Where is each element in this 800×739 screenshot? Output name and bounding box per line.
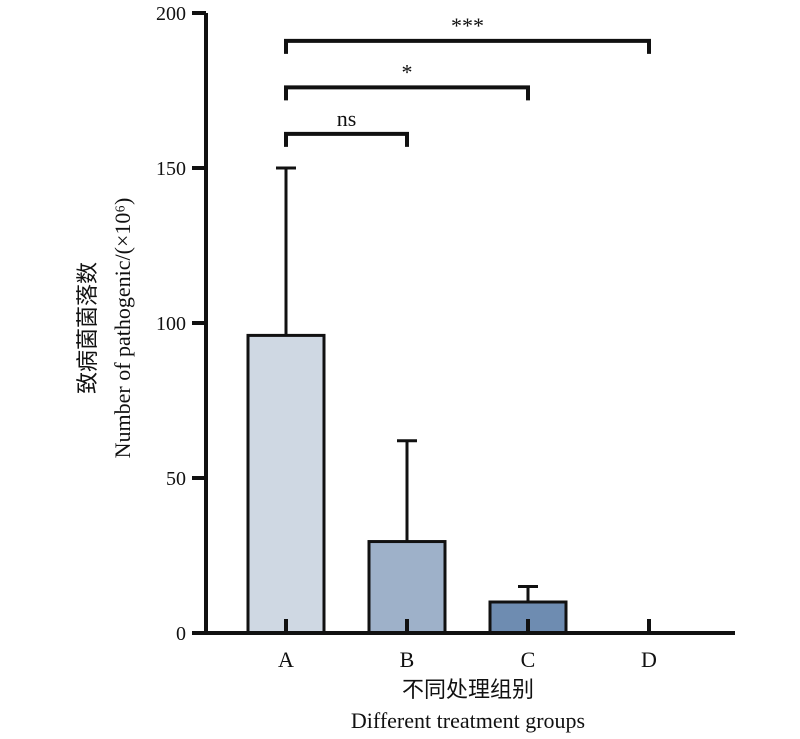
sig-label-A-C: * bbox=[402, 59, 413, 84]
y-tick-label: 0 bbox=[176, 623, 186, 645]
y-tick-label: 100 bbox=[156, 313, 186, 335]
x-tick-label-C: C bbox=[521, 647, 536, 672]
y-axis-title-en: Number of pathogenic/(×10⁶) bbox=[110, 198, 135, 459]
y-tick-label: 200 bbox=[156, 3, 186, 25]
x-tick-label-D: D bbox=[641, 647, 657, 672]
x-ticks: A B C D bbox=[278, 619, 657, 672]
x-tick-label-A: A bbox=[278, 647, 294, 672]
sig-label-A-D: *** bbox=[451, 13, 484, 38]
x-tick-label-B: B bbox=[400, 647, 415, 672]
bar-A bbox=[246, 333, 326, 635]
sig-label-A-B: ns bbox=[337, 106, 357, 131]
y-tick-label: 150 bbox=[156, 158, 186, 180]
bracket-A-D bbox=[284, 38, 651, 54]
bracket-A-B bbox=[284, 131, 409, 147]
significance-brackets: ns**** bbox=[284, 13, 651, 147]
y-ticks: 0 50 100 150 200 bbox=[156, 3, 206, 645]
x-axis-title-cn: 不同处理组别 bbox=[402, 677, 534, 702]
y-axis-title-cn: 致病菌菌落数 bbox=[75, 262, 100, 394]
x-axis-title-en: Different treatment groups bbox=[351, 708, 585, 733]
error-bars bbox=[276, 166, 538, 602]
bracket-A-C bbox=[284, 85, 530, 101]
y-tick-label: 50 bbox=[166, 468, 186, 490]
